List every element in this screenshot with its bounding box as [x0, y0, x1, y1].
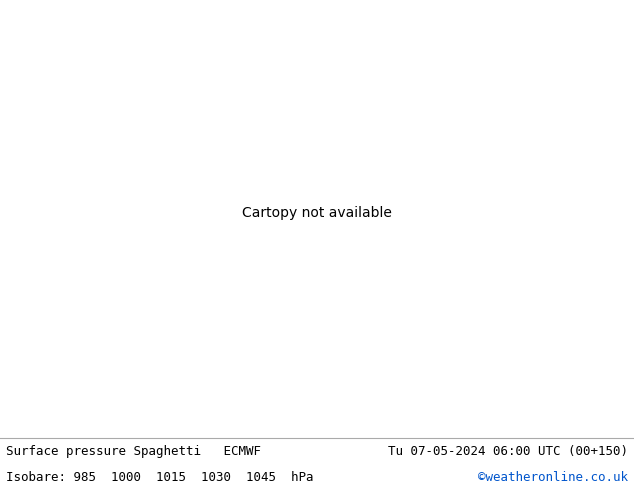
Text: ©weatheronline.co.uk: ©weatheronline.co.uk — [477, 471, 628, 484]
Text: Isobare: 985  1000  1015  1030  1045  hPa: Isobare: 985 1000 1015 1030 1045 hPa — [6, 471, 314, 484]
Text: Surface pressure Spaghetti   ECMWF: Surface pressure Spaghetti ECMWF — [6, 445, 261, 458]
Text: Tu 07-05-2024 06:00 UTC (00+150): Tu 07-05-2024 06:00 UTC (00+150) — [387, 445, 628, 458]
Text: Cartopy not available: Cartopy not available — [242, 206, 392, 220]
